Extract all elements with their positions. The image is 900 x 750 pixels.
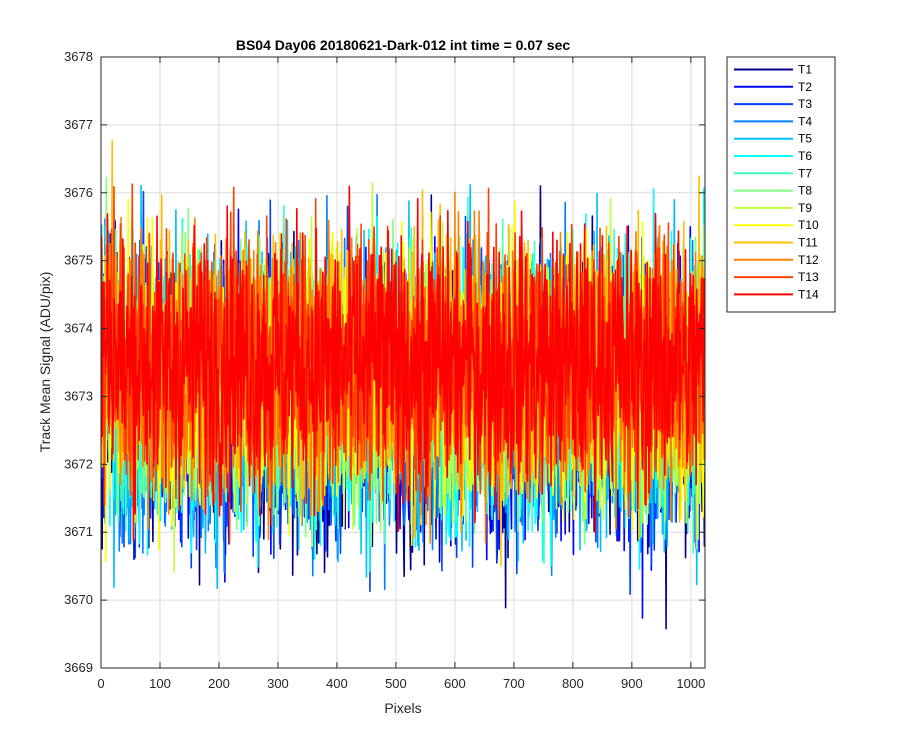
- series-group: [101, 140, 705, 630]
- y-tick-labels: 3669 3670 3671 3672 3673 3674 3675 3676 3677 3678: [64, 49, 93, 675]
- legend-label-t10: T10: [798, 218, 819, 232]
- legend-label-t5: T5: [798, 132, 812, 146]
- chart-title: BS04 Day06 20180621-Dark-012 int time = …: [236, 37, 570, 53]
- x-tick-label: 400: [326, 676, 348, 691]
- ticks: [100, 56, 705, 669]
- y-tick-label: 3670: [64, 592, 93, 607]
- y-tick-label: 3677: [64, 117, 93, 132]
- y-tick-label: 3669: [64, 660, 93, 675]
- x-tick-label: 500: [385, 676, 407, 691]
- y-tick-label: 3672: [64, 456, 93, 471]
- x-tick-label: 200: [208, 676, 230, 691]
- y-axis-title: Track Mean Signal (ADU/pix): [37, 272, 53, 453]
- legend-label-t12: T12: [798, 253, 819, 267]
- legend-label-t8: T8: [798, 184, 812, 198]
- legend-label-t7: T7: [798, 166, 812, 180]
- legend-label-t14: T14: [798, 287, 819, 301]
- x-tick-label: 100: [149, 676, 171, 691]
- y-tick-label: 3676: [64, 185, 93, 200]
- legend: T1 T2 T3 T4 T5 T6 T7 T8 T9 T10 T11 T12 T13 T14: [726, 56, 836, 313]
- y-tick-label: 3671: [64, 524, 93, 539]
- x-tick-labels: 0 100 200 300 400 500 600 700 800 900 1000: [97, 676, 705, 691]
- x-tick-label: 0: [97, 676, 104, 691]
- y-tick-label: 3678: [64, 49, 93, 64]
- legend-label-t13: T13: [798, 270, 819, 284]
- legend-label-t3: T3: [798, 97, 812, 111]
- legend-label-t4: T4: [798, 114, 812, 128]
- x-tick-label: 1000: [676, 676, 705, 691]
- legend-box: [726, 56, 836, 313]
- x-tick-label: 300: [267, 676, 289, 691]
- y-tick-label: 3675: [64, 253, 93, 268]
- x-axis-title: Pixels: [384, 700, 421, 716]
- x-tick-label: 900: [621, 676, 643, 691]
- legend-label-t11: T11: [798, 236, 818, 250]
- y-tick-label: 3673: [64, 388, 93, 403]
- x-tick-label: 800: [562, 676, 584, 691]
- legend-label-t2: T2: [798, 80, 812, 94]
- y-tick-label: 3674: [64, 321, 93, 336]
- legend-label-t9: T9: [798, 201, 812, 215]
- legend-label-t6: T6: [798, 149, 812, 163]
- x-tick-label: 600: [444, 676, 466, 691]
- x-tick-label: 700: [503, 676, 525, 691]
- plot-frame: [100, 56, 706, 669]
- series-line-t14: [101, 185, 705, 542]
- legend-label-t1: T1: [798, 63, 812, 77]
